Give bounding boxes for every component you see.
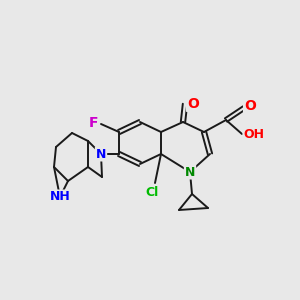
Text: O: O <box>187 97 199 111</box>
Text: N: N <box>185 166 195 178</box>
Text: NH: NH <box>50 190 70 203</box>
Text: N: N <box>96 148 106 160</box>
Text: F: F <box>89 116 99 130</box>
Text: OH: OH <box>244 128 265 140</box>
Text: Cl: Cl <box>146 185 159 199</box>
Text: O: O <box>244 99 256 113</box>
